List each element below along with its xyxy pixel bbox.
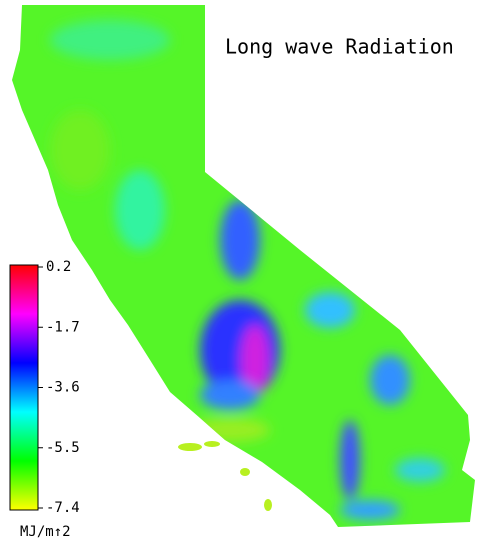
colorbar-tick-label: -3.6 <box>46 380 80 396</box>
islands <box>178 441 272 511</box>
map-title: Long wave Radiation <box>225 35 454 59</box>
colorbar-tick-label: -1.7 <box>46 319 80 335</box>
colorbar-tick-label: 0.2 <box>46 259 71 275</box>
colorbar-tick-label: -7.4 <box>46 500 80 516</box>
colorbar-tick-label: -5.5 <box>46 440 80 456</box>
colorbar <box>9 264 39 511</box>
colorbar-unit: MJ/m↑2 <box>20 524 71 540</box>
